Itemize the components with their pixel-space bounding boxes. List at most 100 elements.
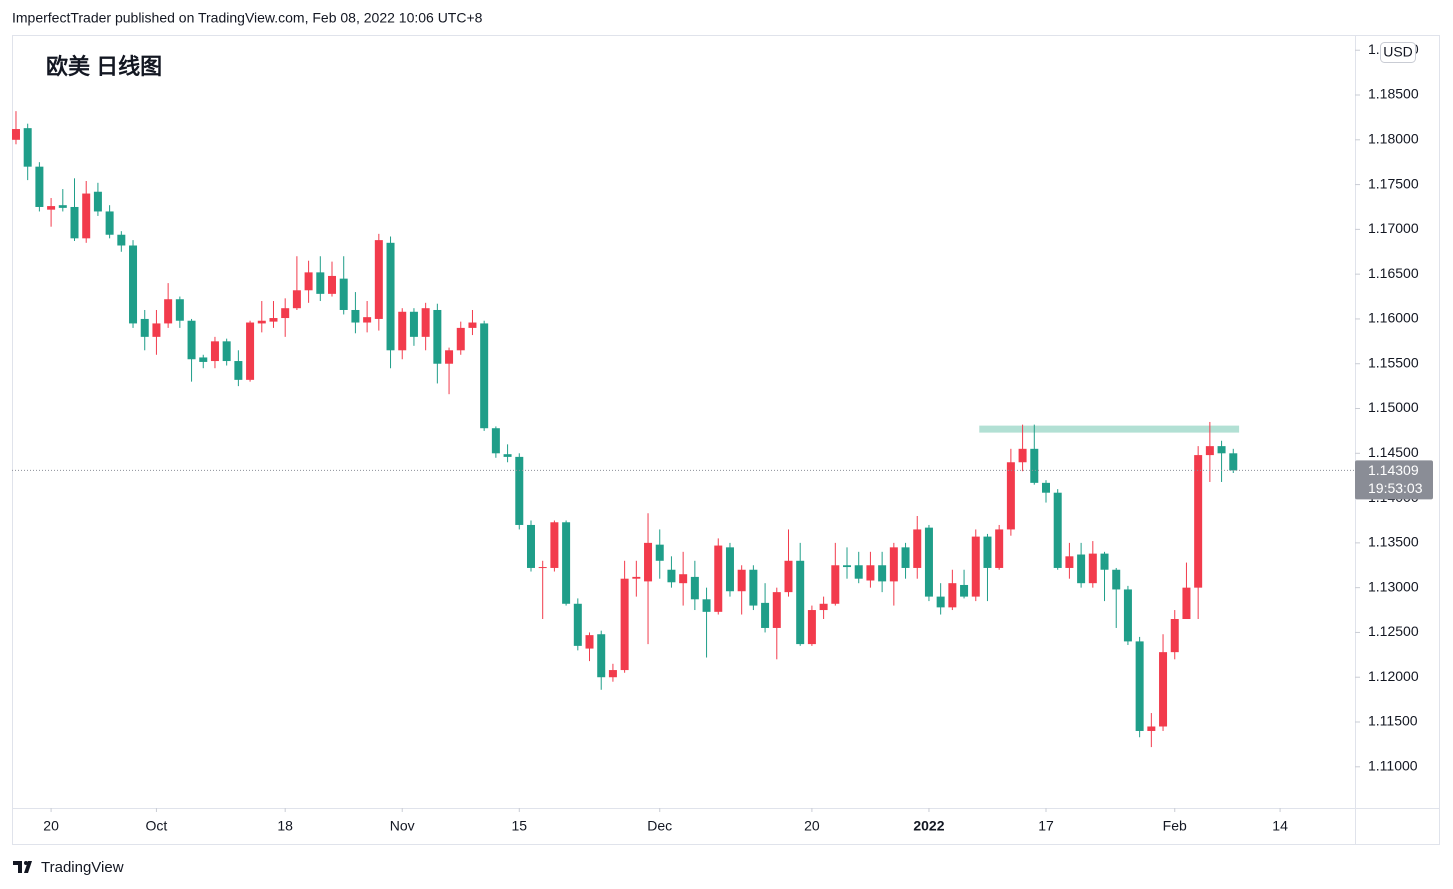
y-tick-label: 1.16000 bbox=[1368, 310, 1419, 326]
candle-body bbox=[960, 584, 969, 597]
candle-body bbox=[831, 565, 840, 604]
x-tick-label: 20 bbox=[43, 818, 59, 834]
candle-body bbox=[1030, 448, 1039, 483]
candle-body bbox=[35, 166, 44, 207]
x-tick-label: 20 bbox=[804, 818, 820, 834]
candle-body bbox=[1041, 482, 1050, 493]
header: ImperfectTrader published on TradingView… bbox=[12, 10, 483, 26]
candle-body bbox=[866, 565, 875, 581]
candle-body bbox=[1147, 726, 1156, 731]
candle-body bbox=[901, 547, 910, 568]
x-tick-label: Feb bbox=[1163, 818, 1187, 834]
candle-body bbox=[11, 129, 20, 140]
candle-body bbox=[1194, 455, 1203, 588]
candle-body bbox=[503, 454, 512, 457]
candle-body bbox=[398, 311, 407, 351]
x-tick-label: 15 bbox=[511, 818, 527, 834]
chart-frame bbox=[12, 35, 1440, 845]
candle-body bbox=[1100, 553, 1109, 570]
y-tick-label: 1.15000 bbox=[1368, 399, 1419, 415]
logo-dot bbox=[24, 861, 28, 865]
candle-body bbox=[105, 211, 114, 235]
footer-brand: TradingView bbox=[41, 859, 124, 876]
candle-body bbox=[749, 569, 758, 606]
x-tick-label: Dec bbox=[647, 818, 672, 834]
candle-body bbox=[632, 576, 641, 579]
last-price-label: 1.14309 bbox=[1368, 462, 1419, 478]
candle-body bbox=[1135, 641, 1144, 731]
candle-body bbox=[257, 320, 266, 324]
candle-body bbox=[339, 278, 348, 310]
candle-body bbox=[281, 308, 290, 319]
candle-body bbox=[316, 272, 325, 294]
candle-body bbox=[1065, 556, 1074, 568]
candle-body bbox=[761, 602, 770, 628]
candle-body bbox=[70, 206, 79, 239]
candle-body bbox=[246, 322, 255, 380]
candle-body bbox=[924, 527, 933, 597]
candle-body bbox=[843, 565, 852, 568]
tradingview-logo: TradingView bbox=[13, 859, 124, 876]
currency-label: USD bbox=[1383, 44, 1413, 60]
candle-body bbox=[550, 522, 559, 568]
candle-body bbox=[948, 583, 957, 608]
candle-body bbox=[725, 547, 734, 592]
candle-body bbox=[679, 574, 688, 584]
candle-body bbox=[1159, 652, 1168, 727]
countdown-label: 19:53:03 bbox=[1368, 480, 1423, 496]
candle-body bbox=[515, 456, 524, 525]
candle-body bbox=[292, 290, 301, 309]
candle-body bbox=[971, 536, 980, 597]
candle-body bbox=[374, 240, 383, 319]
candle-body bbox=[409, 311, 418, 337]
candle-body bbox=[1217, 446, 1226, 454]
candle-body bbox=[140, 318, 149, 337]
candle-body bbox=[807, 610, 816, 645]
candle-body bbox=[433, 309, 442, 364]
candle-body bbox=[480, 323, 489, 429]
candle-body bbox=[819, 603, 828, 611]
y-tick-label: 1.12000 bbox=[1368, 668, 1419, 684]
y-tick-label: 1.14500 bbox=[1368, 444, 1419, 460]
candle-body bbox=[889, 547, 898, 582]
candle-body bbox=[772, 592, 781, 628]
candle-body bbox=[620, 578, 629, 671]
candle-body bbox=[222, 341, 231, 362]
candle-body bbox=[854, 565, 863, 579]
candle-body bbox=[491, 428, 500, 454]
candle-body bbox=[983, 536, 992, 568]
resistance-band bbox=[979, 425, 1240, 433]
y-tick-label: 1.11000 bbox=[1368, 758, 1418, 774]
x-tick-label: 2022 bbox=[913, 818, 944, 834]
last-price-box bbox=[1355, 460, 1433, 500]
candle-body bbox=[164, 299, 173, 324]
candle-body bbox=[936, 596, 945, 608]
candle-body bbox=[456, 327, 465, 351]
candle-body bbox=[129, 245, 138, 324]
x-tick-label: 14 bbox=[1272, 818, 1288, 834]
candle-body bbox=[608, 670, 617, 678]
candle-body bbox=[82, 193, 91, 239]
candle-body bbox=[714, 545, 723, 612]
candle-body bbox=[878, 565, 887, 582]
candle-body bbox=[796, 560, 805, 645]
candle-body bbox=[386, 242, 395, 351]
candle-body bbox=[1170, 619, 1179, 653]
y-tick-label: 1.13500 bbox=[1368, 534, 1419, 550]
candle-body bbox=[58, 205, 67, 208]
candle-body bbox=[351, 309, 360, 323]
candle-body bbox=[187, 320, 196, 360]
y-tick-label: 1.17500 bbox=[1368, 175, 1419, 191]
y-tick-label: 1.12500 bbox=[1368, 623, 1419, 639]
candle-body bbox=[304, 272, 313, 291]
candle-body bbox=[328, 275, 337, 294]
y-tick-label: 1.17000 bbox=[1368, 220, 1419, 236]
candle-body bbox=[1229, 453, 1238, 471]
y-tick-label: 1.11500 bbox=[1368, 713, 1418, 729]
candle-body bbox=[1088, 553, 1097, 584]
candle-body bbox=[468, 322, 477, 328]
candle-body bbox=[597, 634, 606, 678]
candle-body bbox=[363, 317, 372, 323]
chart-title: 欧美 日线图 bbox=[46, 54, 162, 79]
